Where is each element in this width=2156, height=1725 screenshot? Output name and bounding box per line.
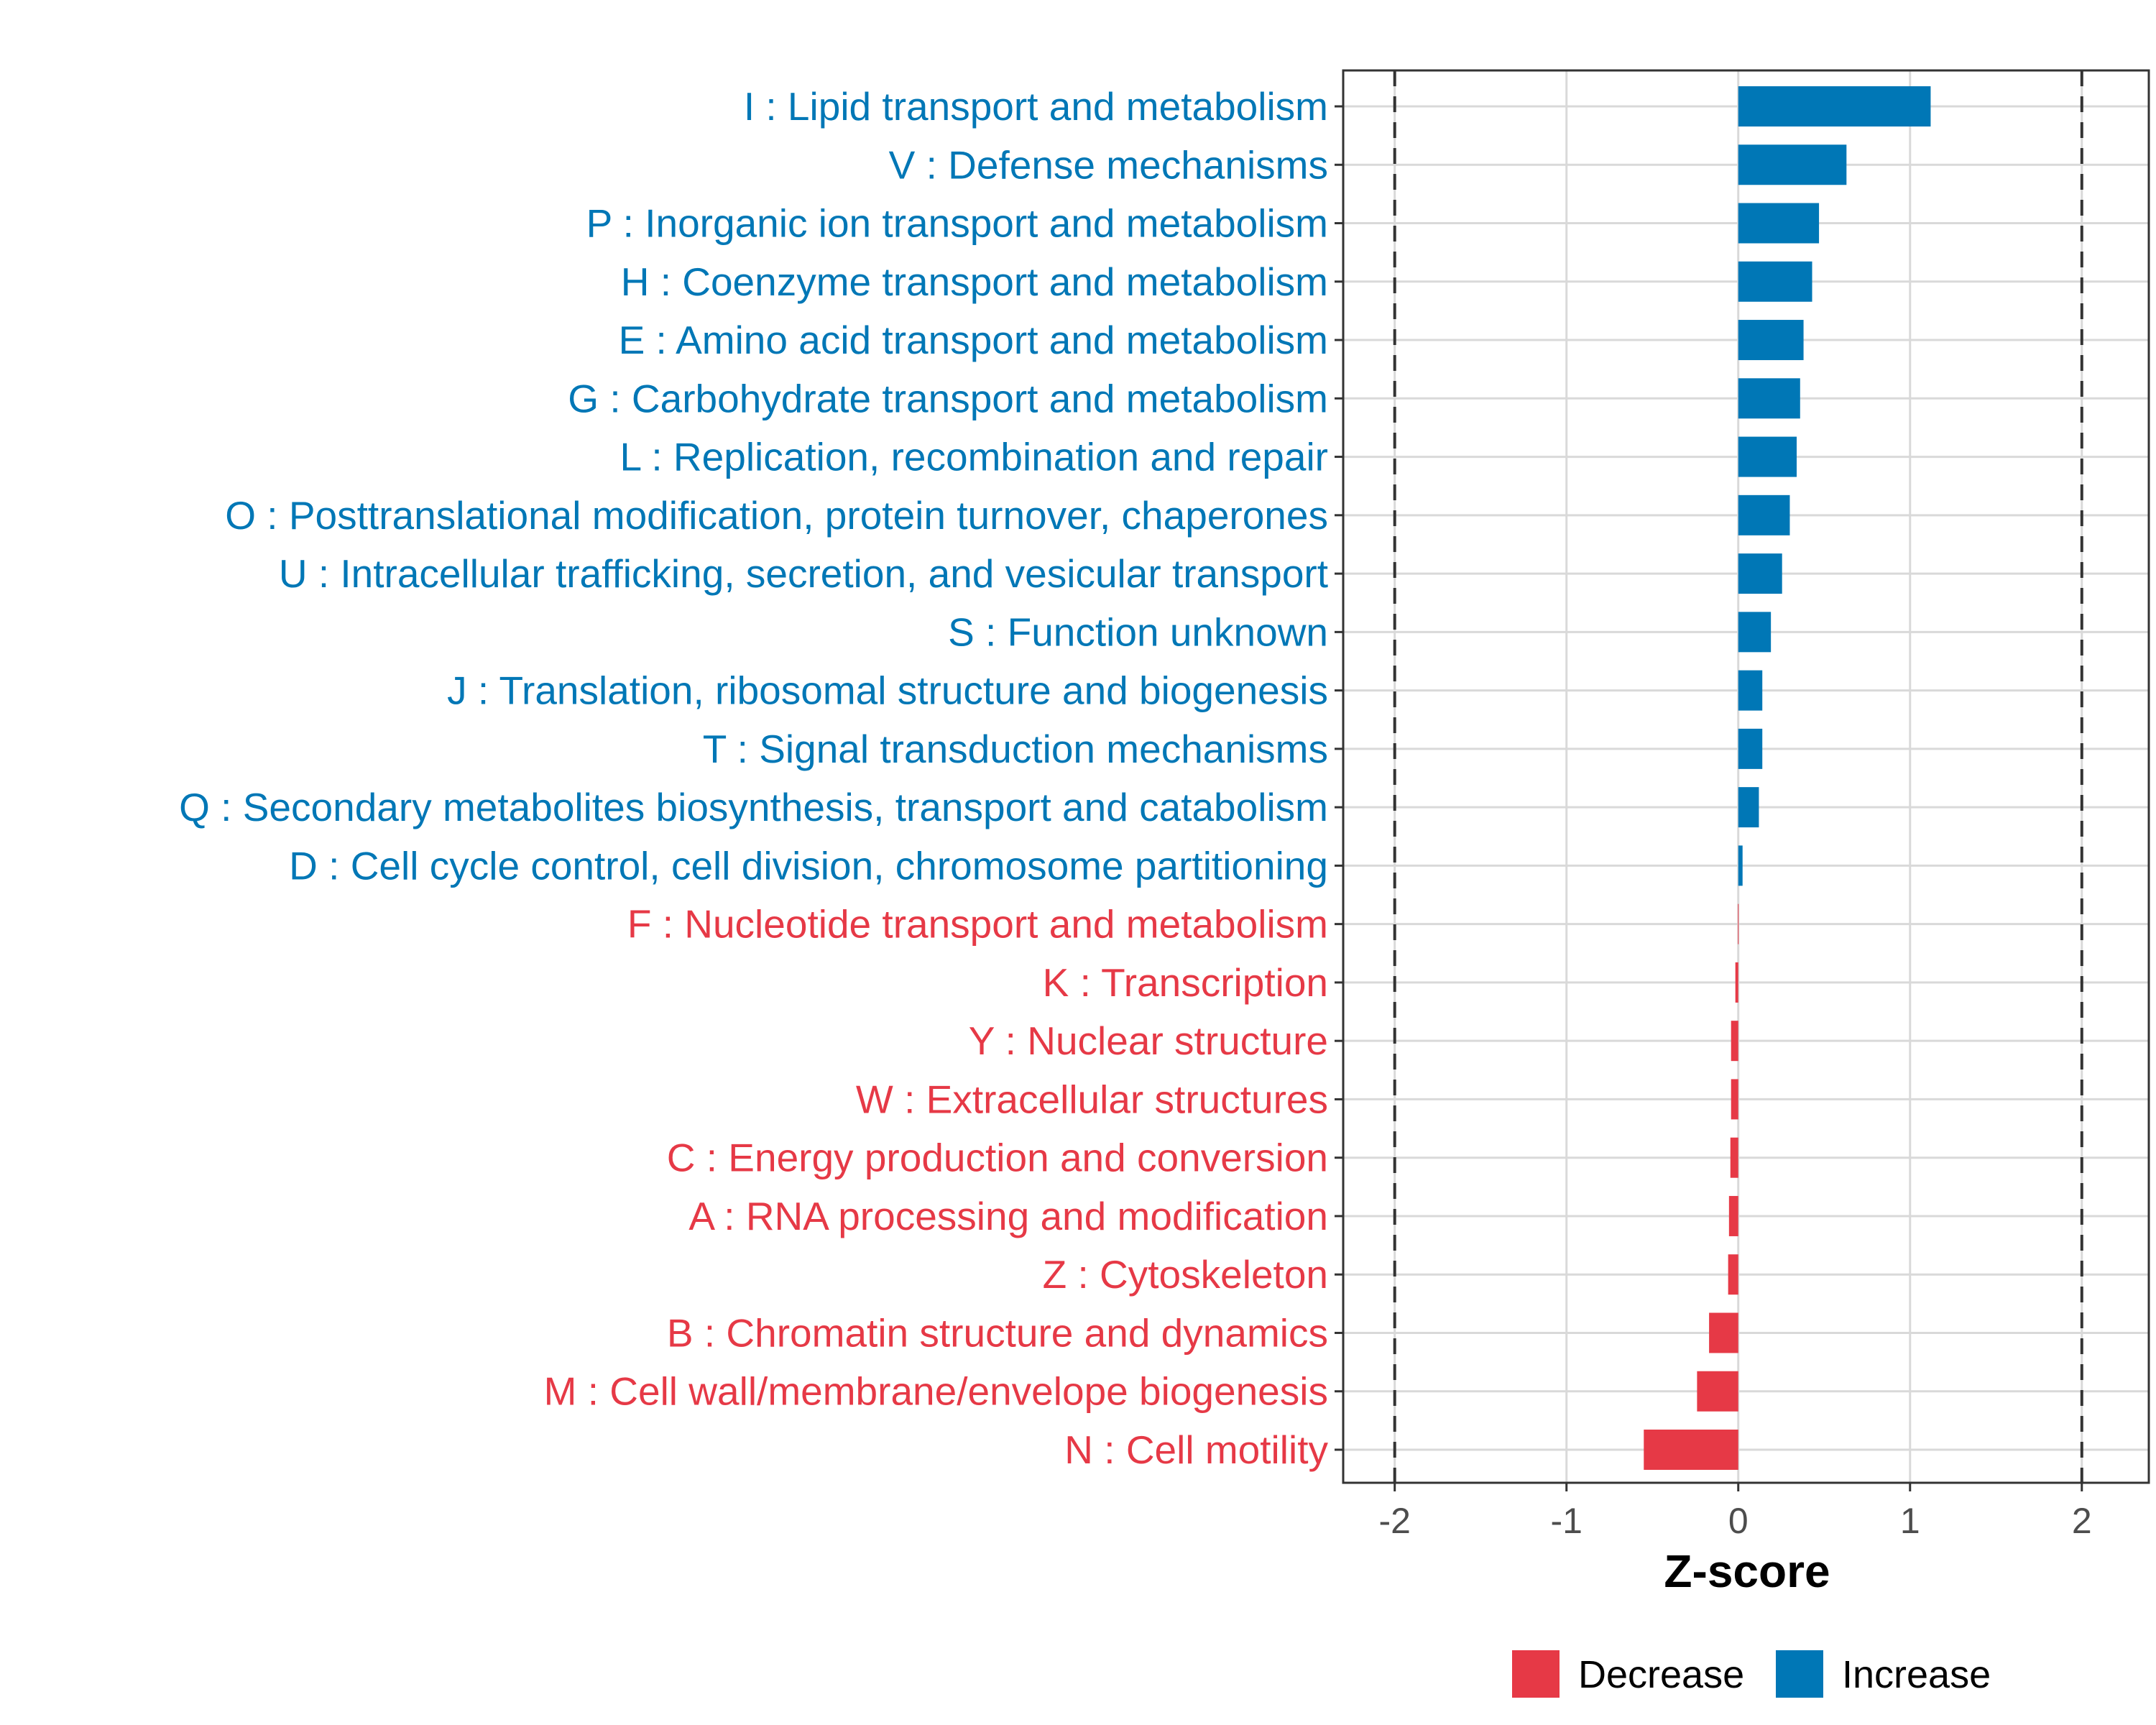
x-axis-ticks: -2 -1 0 1 2 [1378, 1483, 2092, 1541]
bar [1728, 1254, 1738, 1295]
bar [1738, 553, 1782, 594]
bar [1738, 845, 1743, 886]
reference-lines [1393, 70, 2083, 1483]
legend-key-decrease [1512, 1650, 1560, 1698]
category-label: U : Intracellular trafficking, secretion… [279, 551, 1328, 596]
bar [1738, 612, 1772, 653]
x-tick-label: -2 [1378, 1501, 1410, 1541]
bar [1738, 261, 1812, 302]
category-label: P : Inorganic ion transport and metaboli… [586, 201, 1328, 246]
bar [1730, 1137, 1738, 1178]
x-tick-label: 0 [1728, 1501, 1749, 1541]
bar [1728, 1195, 1738, 1236]
category-label: T : Signal transduction mechanisms [703, 727, 1328, 771]
bar [1738, 728, 1763, 769]
bar [1709, 1312, 1738, 1353]
category-label: D : Cell cycle control, cell division, c… [289, 843, 1328, 888]
category-label: Y : Nuclear structure [969, 1018, 1328, 1063]
bar [1738, 787, 1759, 828]
category-label: L : Replication, recombination and repai… [620, 435, 1328, 479]
panel-border [1342, 69, 2150, 1484]
bar [1738, 494, 1790, 535]
legend-key-increase [1776, 1650, 1823, 1698]
category-label: W : Extracellular structures [856, 1077, 1328, 1121]
category-label: V : Defense mechanisms [889, 142, 1328, 187]
category-label: A : RNA processing and modification [688, 1194, 1328, 1238]
bar [1697, 1371, 1738, 1412]
legend-label-increase: Increase [1842, 1653, 1991, 1696]
category-label: Q : Secondary metabolites biosynthesis, … [179, 785, 1328, 829]
category-label: E : Amino acid transport and metabolism [619, 318, 1328, 362]
bar [1738, 436, 1797, 477]
category-label: F : Nucleotide transport and metabolism [627, 902, 1328, 947]
bar [1644, 1430, 1738, 1470]
category-labels: I : Lipid transport and metabolism V : De… [179, 84, 1343, 1472]
category-label: G : Carbohydrate transport and metabolis… [568, 376, 1328, 420]
category-label: O : Posttranslational modification, prot… [225, 493, 1328, 538]
category-label: I : Lipid transport and metabolism [744, 84, 1328, 129]
bar [1735, 962, 1738, 1003]
bar [1738, 86, 1931, 126]
category-label: Z : Cytoskeleton [1043, 1252, 1328, 1297]
category-label: J : Translation, ribosomal structure and… [447, 668, 1328, 713]
bar [1738, 203, 1820, 244]
bar [1731, 1079, 1738, 1120]
category-label: C : Energy production and conversion [667, 1136, 1328, 1180]
bar [1738, 144, 1847, 185]
bars [1644, 86, 1931, 1470]
x-tick-label: 1 [1900, 1501, 1920, 1541]
category-label: M : Cell wall/membrane/envelope biogenes… [544, 1369, 1328, 1414]
category-label: H : Coenzyme transport and metabolism [621, 259, 1328, 304]
category-label: K : Transcription [1043, 960, 1328, 1005]
category-label: S : Function unknown [948, 610, 1328, 654]
category-label: N : Cell motility [1064, 1427, 1328, 1472]
bar [1738, 320, 1804, 361]
x-tick-label: 2 [2072, 1501, 2092, 1541]
x-tick-label: -1 [1550, 1501, 1582, 1541]
legend: Decrease Increase [1512, 1650, 1991, 1698]
legend-label-decrease: Decrease [1578, 1653, 1744, 1696]
bar [1738, 378, 1800, 419]
bar [1738, 670, 1763, 711]
category-label: B : Chromatin structure and dynamics [667, 1310, 1328, 1355]
x-axis-title: Z-score [1664, 1545, 1830, 1597]
bar [1731, 1021, 1738, 1062]
